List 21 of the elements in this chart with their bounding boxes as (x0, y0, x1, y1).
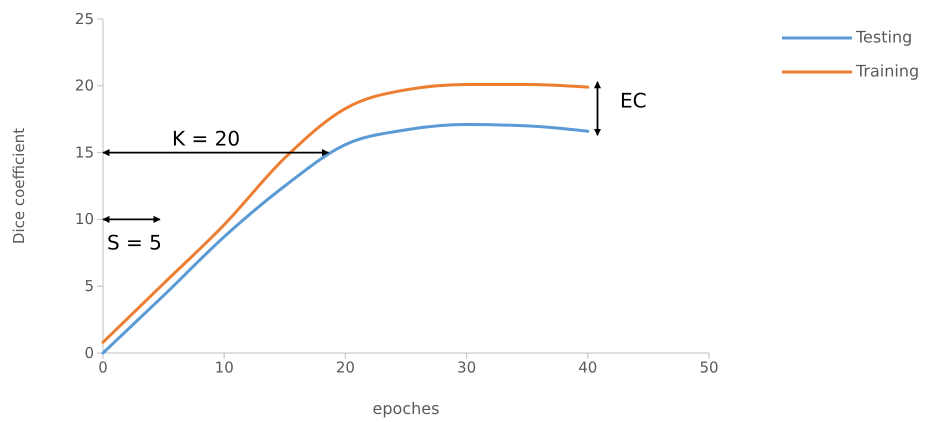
x-tick-label: 30 (457, 358, 476, 377)
annotation: K = 20 (172, 126, 240, 150)
legend-label: Training (855, 61, 920, 80)
y-tick-label: 0 (84, 344, 94, 362)
y-tick-label: 5 (84, 277, 94, 295)
x-tick-label: 10 (214, 358, 234, 377)
annotation: EC (620, 88, 647, 112)
x-tick-label: 0 (98, 358, 108, 377)
y-tick-label: 25 (74, 10, 94, 28)
y-tick-label: 20 (74, 76, 94, 95)
y-tick-label: 15 (74, 143, 94, 162)
x-axis-title: epoches (372, 399, 440, 418)
annotation: S = 5 (107, 230, 162, 254)
line-series (102, 123, 590, 354)
line-series (102, 82, 590, 344)
x-tick-label: 50 (699, 358, 719, 377)
x-tick-label: 40 (578, 358, 598, 377)
legend-label: Testing (855, 27, 912, 46)
x-tick-label: 20 (336, 358, 355, 377)
y-axis-title: Dice coefficient (10, 128, 28, 244)
y-tick-label: 10 (74, 210, 94, 228)
